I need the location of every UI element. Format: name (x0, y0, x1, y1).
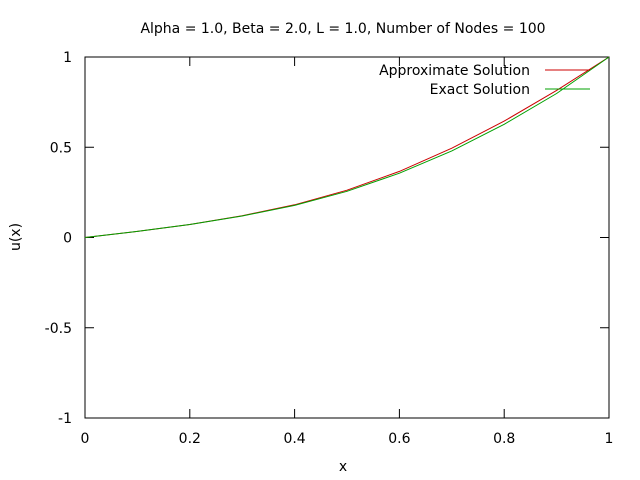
x-tick-label: 0 (81, 431, 90, 447)
approximate-solution-line (84, 56, 610, 238)
legend-label: Exact Solution (430, 82, 530, 98)
chart-title: Alpha = 1.0, Beta = 2.0, L = 1.0, Number… (140, 21, 545, 37)
plot-area-border (84, 56, 610, 419)
y-tick-label: -1 (58, 411, 72, 427)
x-axis: 0 0.2 0.4 0.6 0.8 1 (81, 57, 614, 447)
x-tick-label: 0.2 (179, 431, 201, 447)
series-lines (84, 56, 610, 238)
y-tick-label: 1 (63, 50, 72, 66)
y-axis-label: u(x) (8, 223, 24, 251)
x-tick-label: 0.4 (283, 431, 305, 447)
legend-label: Approximate Solution (379, 63, 530, 79)
x-tick-label: 1 (605, 431, 614, 447)
y-tick-label: 0 (63, 231, 72, 247)
y-axis: -1 -0.5 0 0.5 1 (45, 50, 609, 427)
legend: Approximate Solution Exact Solution (379, 63, 590, 98)
exact-solution-line (84, 56, 610, 238)
x-axis-label: x (339, 459, 347, 475)
x-tick-label: 0.6 (388, 431, 410, 447)
x-tick-label: 0.8 (493, 431, 515, 447)
y-tick-label: 0.5 (50, 140, 72, 156)
y-tick-label: -0.5 (45, 321, 72, 337)
